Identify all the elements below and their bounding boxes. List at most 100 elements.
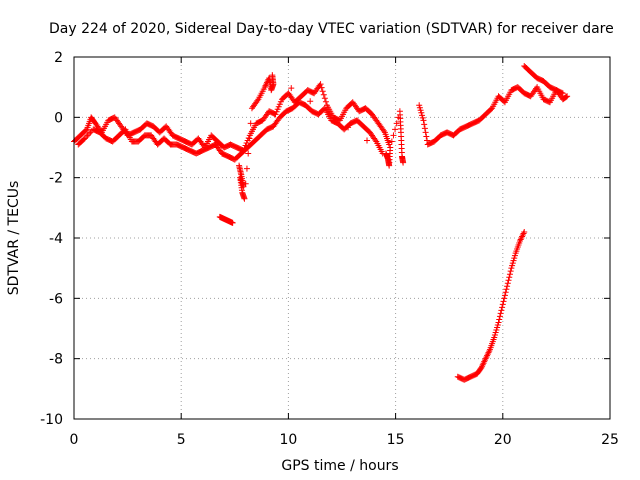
data-point — [504, 280, 511, 287]
data-point — [237, 170, 244, 177]
data-point — [501, 292, 508, 299]
x-tick-label: 0 — [70, 432, 79, 448]
data-point — [270, 110, 277, 117]
data-point — [148, 122, 155, 129]
data-point — [503, 286, 510, 293]
data-point — [422, 129, 429, 136]
data-point — [248, 140, 255, 147]
data-point — [510, 257, 517, 264]
data-point — [398, 149, 405, 156]
data-point — [307, 98, 314, 105]
data-point — [551, 86, 558, 93]
data-point — [429, 139, 436, 146]
data-point — [242, 180, 249, 187]
data-point — [486, 348, 493, 355]
data-point — [420, 117, 427, 124]
data-point — [82, 127, 89, 134]
data-point — [558, 89, 565, 96]
data-point — [418, 109, 425, 116]
data-point — [246, 135, 253, 142]
data-point — [283, 92, 290, 99]
data-point — [421, 121, 428, 128]
data-point — [173, 134, 180, 141]
data-point — [210, 142, 217, 149]
data-point — [223, 152, 230, 159]
data-point — [525, 67, 532, 74]
data-point — [80, 136, 87, 143]
y-tick-label: 2 — [54, 50, 63, 66]
data-point — [261, 128, 268, 135]
series-group — [71, 81, 393, 154]
data-point — [500, 298, 507, 305]
data-point — [319, 88, 326, 95]
data-point — [180, 137, 187, 144]
data-point — [417, 107, 424, 114]
x-tick-label: 15 — [387, 432, 405, 448]
data-point — [372, 136, 379, 143]
data-point — [247, 120, 254, 127]
data-point — [318, 84, 325, 91]
x-tick-label: 20 — [494, 432, 512, 448]
data-point — [139, 134, 146, 141]
data-point — [364, 137, 371, 144]
data-point — [91, 118, 98, 125]
data-point — [193, 137, 200, 144]
data-point — [505, 277, 512, 284]
y-tick-label: -6 — [49, 291, 63, 307]
data-point — [300, 101, 307, 108]
data-point — [499, 301, 506, 308]
data-point — [75, 134, 82, 141]
data-point — [135, 127, 142, 134]
data-point — [393, 120, 400, 127]
data-point — [345, 124, 352, 131]
data-point — [509, 260, 516, 267]
data-point — [141, 122, 148, 129]
data-point — [506, 271, 513, 278]
data-point — [519, 88, 526, 95]
data-point — [236, 152, 243, 159]
data-point — [481, 357, 488, 364]
y-tick-label: 0 — [54, 110, 63, 126]
data-point — [491, 332, 498, 339]
series-group — [216, 213, 236, 226]
data-point — [203, 145, 210, 152]
data-point — [243, 165, 250, 172]
data-point — [320, 91, 327, 98]
series-group — [454, 228, 528, 383]
grid-layer — [74, 57, 610, 419]
data-point — [229, 219, 236, 226]
data-point — [101, 133, 108, 140]
series-group — [236, 72, 407, 202]
data-point — [385, 139, 392, 146]
data-point — [467, 121, 474, 128]
data-point — [269, 73, 276, 80]
data-point — [492, 329, 499, 336]
data-point — [435, 134, 442, 141]
data-point — [308, 89, 315, 96]
data-point — [507, 268, 514, 275]
data-point — [380, 127, 387, 134]
data-point — [497, 310, 504, 317]
data-point — [544, 82, 551, 89]
data-point — [508, 265, 515, 272]
data-point — [358, 121, 365, 128]
y-tick-label: -10 — [40, 412, 63, 428]
y-tick-label: -4 — [49, 231, 63, 247]
data-point — [165, 139, 172, 146]
data-point — [293, 101, 300, 108]
chart-title: Day 224 of 2020, Sidereal Day-to-day VTE… — [49, 21, 614, 37]
data-point — [486, 107, 493, 114]
data-point — [79, 137, 86, 144]
data-point — [254, 97, 261, 104]
data-point — [390, 132, 397, 139]
data-point — [397, 125, 404, 132]
data-point — [287, 106, 294, 113]
data-point — [94, 128, 101, 135]
data-point — [421, 125, 428, 132]
x-axis-label: GPS time / hours — [281, 458, 398, 474]
data-point — [504, 283, 511, 290]
data-point — [538, 77, 545, 84]
data-point — [480, 113, 487, 120]
data-point — [113, 134, 120, 141]
data-point — [419, 112, 426, 119]
